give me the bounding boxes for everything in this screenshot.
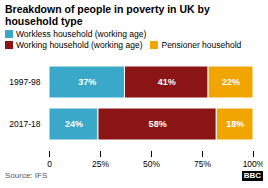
svg-text:24%: 24% — [65, 119, 83, 129]
svg-text:75%: 75% — [194, 159, 211, 169]
svg-text:25%: 25% — [92, 159, 109, 169]
svg-text:2017-18: 2017-18 — [9, 119, 40, 129]
svg-text:18%: 18% — [226, 119, 244, 129]
html-text:BBC: BBC — [243, 171, 261, 180]
svg-text:41%: 41% — [158, 77, 176, 87]
html-text:Workless household (working ag: Workless household (working age) — [16, 29, 147, 39]
svg-text:100%: 100% — [243, 159, 263, 169]
svg-text:58%: 58% — [149, 119, 167, 129]
svg-text:50%: 50% — [143, 159, 160, 169]
html-text:Pensioner household: Pensioner household — [161, 40, 242, 50]
svg-text:0: 0 — [47, 159, 52, 169]
svg-text:1997-98: 1997-98 — [9, 77, 40, 87]
svg-text:37%: 37% — [78, 77, 96, 87]
svg-text:22%: 22% — [222, 77, 240, 87]
html-text:Working household (working age: Working household (working age) — [16, 40, 143, 50]
html-text:Breakdown of people in poverty: Breakdown of people in poverty in UK by … — [5, 3, 210, 27]
html-text:Source: IFS: Source: IFS — [5, 171, 48, 180]
